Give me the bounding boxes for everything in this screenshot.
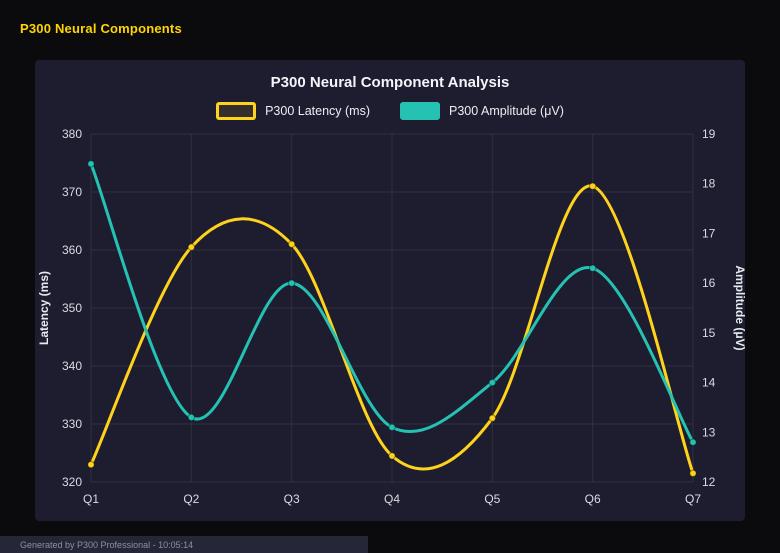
svg-text:19: 19 [702,127,716,141]
svg-text:14: 14 [702,376,716,390]
svg-text:Q5: Q5 [484,492,500,506]
svg-text:15: 15 [702,326,716,340]
svg-text:18: 18 [702,177,716,191]
svg-text:340: 340 [62,359,82,373]
svg-text:Q2: Q2 [183,492,199,506]
svg-text:17: 17 [702,226,716,240]
chart-svg: 320 330 340 350 360 370 380 12 13 14 15 16 17 18 19 Q1 Q… [37,127,745,506]
legend-item-amplitude[interactable]: P300 Amplitude (μV) [400,102,564,120]
legend-item-latency[interactable]: P300 Latency (ms) [216,102,370,120]
page-title: P300 Neural Components [20,21,182,36]
svg-text:Q3: Q3 [284,492,300,506]
svg-text:350: 350 [62,301,82,315]
svg-text:330: 330 [62,417,82,431]
svg-text:320: 320 [62,475,82,489]
svg-text:12: 12 [702,475,716,489]
svg-text:Q1: Q1 [83,492,99,506]
svg-text:16: 16 [702,276,716,290]
svg-text:Amplitude (μV): Amplitude (μV) [733,265,745,350]
status-bar: Generated by P300 Professional - 10:05:1… [0,536,368,553]
svg-text:370: 370 [62,185,82,199]
legend-label-latency: P300 Latency (ms) [265,104,370,118]
svg-text:Latency (ms): Latency (ms) [37,271,51,345]
svg-text:360: 360 [62,243,82,257]
legend-swatch-amplitude [400,102,440,120]
svg-text:Q4: Q4 [384,492,400,506]
svg-text:380: 380 [62,127,82,141]
legend-label-amplitude: P300 Amplitude (μV) [449,104,564,118]
chart-legend: P300 Latency (ms) P300 Amplitude (μV) [216,102,564,120]
legend-swatch-latency [216,102,257,120]
svg-text:Q6: Q6 [585,492,601,506]
chart-title: P300 Neural Component Analysis [270,74,510,91]
svg-text:13: 13 [702,425,716,439]
svg-text:Q7: Q7 [685,492,701,506]
status-text: Generated by P300 Professional - 10:05:1… [20,539,194,550]
chart-panel: P300 Neural Component Analysis P300 Late… [35,60,745,521]
